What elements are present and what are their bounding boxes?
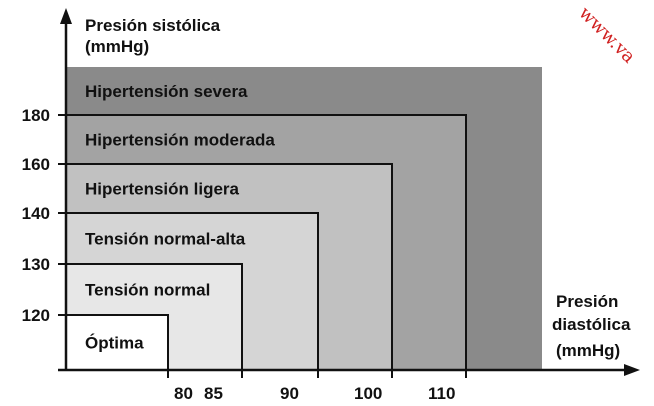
band-edge-tension-normal bbox=[66, 263, 243, 370]
band-edge-hipertension-ligera bbox=[66, 163, 393, 370]
x-axis-title-line2: diastólica bbox=[552, 315, 631, 334]
label-hipertension-moderada: Hipertensión moderada bbox=[85, 131, 275, 150]
y-axis-arrowhead bbox=[60, 8, 72, 24]
y-tick-label-120: 120 bbox=[22, 306, 50, 325]
x-tick-label-85: 85 bbox=[204, 384, 223, 403]
y-tick-label-180: 180 bbox=[22, 106, 50, 125]
label-hipertension-severa: Hipertensión severa bbox=[85, 82, 248, 101]
label-tension-normal: Tensión normal bbox=[85, 281, 210, 300]
band-edge-optima bbox=[66, 314, 169, 370]
y-tick-label-140: 140 bbox=[22, 204, 50, 223]
x-tick-label-80: 80 bbox=[174, 384, 193, 403]
x-tick-label-110: 110 bbox=[428, 384, 455, 403]
axes bbox=[58, 8, 640, 376]
y-tick-label-160: 160 bbox=[22, 155, 50, 174]
y-tick-label-130: 130 bbox=[22, 255, 50, 274]
label-optima: Óptima bbox=[85, 334, 144, 353]
band-edge-hipertension-moderada bbox=[66, 114, 467, 370]
x-axis-title-line1: Presión bbox=[556, 292, 618, 311]
category-bands bbox=[66, 67, 542, 370]
x-axis-arrowhead bbox=[624, 364, 640, 376]
y-axis-title-line2: (mmHg) bbox=[85, 37, 149, 56]
label-hipertension-ligera: Hipertensión ligera bbox=[85, 180, 240, 199]
band-edge-tension-normal-alta bbox=[66, 212, 319, 370]
category-labels: Hipertensión severa Hipertensión moderada… bbox=[85, 82, 275, 353]
x-axis-title-line3: (mmHg) bbox=[556, 341, 620, 360]
band-optima bbox=[66, 315, 168, 370]
x-tick-label-100: 100 bbox=[354, 384, 382, 403]
x-tick-label-90: 90 bbox=[280, 384, 299, 403]
watermark-text: www.va bbox=[574, 3, 639, 68]
axis-ticks: 120 130 140 160 180 80 85 90 100 110 bbox=[22, 106, 467, 403]
y-axis-title-line1: Presión sistólica bbox=[85, 16, 221, 35]
label-tension-normal-alta: Tensión normal-alta bbox=[85, 230, 246, 249]
